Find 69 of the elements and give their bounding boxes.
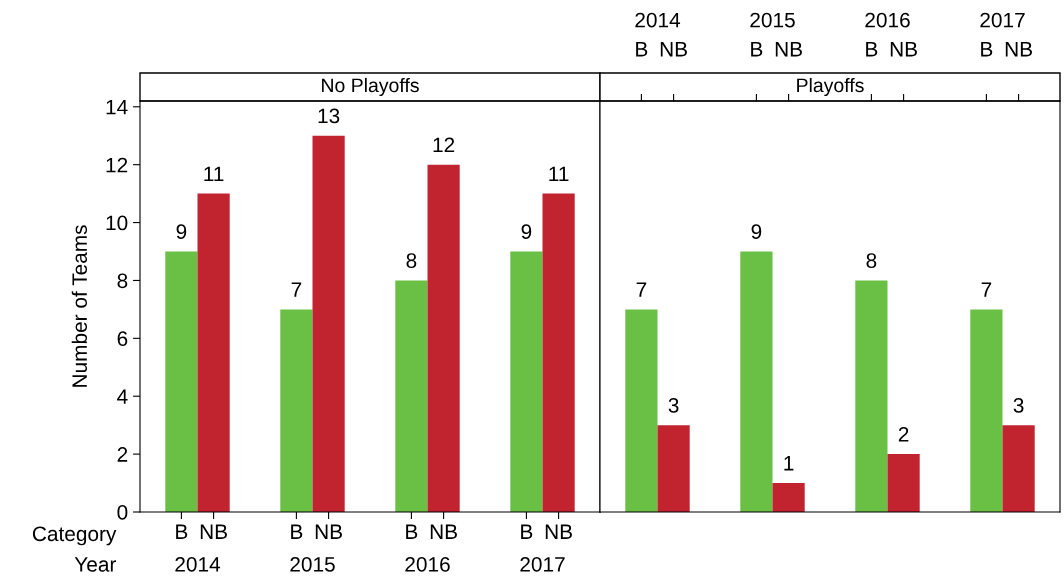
text: Category <box>32 526 117 546</box>
bar <box>427 164 460 512</box>
text: B <box>291 524 303 539</box>
data-label: 1 <box>784 456 794 471</box>
text: Year <box>74 557 117 572</box>
y-tick-label: 6 <box>117 331 128 347</box>
bar <box>280 309 313 512</box>
bar <box>312 135 345 512</box>
chart-title: No Playoffs <box>322 77 419 97</box>
y-tick-label: 10 <box>106 215 128 231</box>
data-label: 7 <box>636 282 647 297</box>
text: NB <box>890 42 917 57</box>
bar <box>165 251 198 512</box>
bar <box>510 251 543 512</box>
text: B <box>866 42 878 57</box>
bar <box>970 309 1003 512</box>
data-label: 13 <box>318 108 340 124</box>
series-label: B <box>176 524 188 539</box>
x-tick-label: 2016 <box>865 12 910 28</box>
y-tick-label: 12 <box>106 157 128 173</box>
data-label: 7 <box>981 282 992 297</box>
x-tick-label: 2014 <box>175 556 221 572</box>
bar <box>657 425 690 512</box>
x-tick-label: 2016 <box>405 556 450 572</box>
text: NB <box>660 42 687 57</box>
text: NB <box>315 524 342 539</box>
data-label: 11 <box>549 166 569 181</box>
text: B <box>981 42 993 57</box>
bar <box>625 309 658 512</box>
data-label: 7 <box>291 282 302 297</box>
chart-title: Playoffs <box>797 77 864 97</box>
text: NB <box>430 524 457 539</box>
x-tick-label: 2014 <box>635 12 681 28</box>
text: B <box>406 524 418 539</box>
bar <box>855 280 888 512</box>
series-label: NB <box>200 524 227 539</box>
bar <box>772 483 805 512</box>
bar <box>1002 425 1035 512</box>
data-label: 3 <box>1013 397 1024 413</box>
data-label: 12 <box>433 137 455 153</box>
data-label: 9 <box>176 224 187 240</box>
y-tick-label: 8 <box>117 273 128 289</box>
x-tick-label: 2015 <box>290 556 335 572</box>
bar <box>887 454 920 512</box>
y-tick-label: 4 <box>117 389 128 404</box>
text: NB <box>775 42 802 57</box>
bar <box>542 193 575 512</box>
y-tick-label: 14 <box>106 100 128 115</box>
bar <box>395 280 428 512</box>
data-label: 8 <box>866 253 877 268</box>
y-tick-label: 0 <box>117 505 128 520</box>
text: NB <box>1005 42 1032 57</box>
x-tick-label: 2017 <box>520 556 565 572</box>
text: B <box>636 42 648 57</box>
data-label: 3 <box>668 397 679 413</box>
data-label: 2 <box>898 426 909 442</box>
text: NB <box>545 524 572 539</box>
data-label: 11 <box>204 166 224 181</box>
y-axis-title: Number of Teams <box>71 225 88 387</box>
data-label: 8 <box>406 253 417 268</box>
text: B <box>521 524 533 539</box>
data-label: 9 <box>751 224 762 240</box>
x-tick-label: 2017 <box>980 12 1025 28</box>
data-label: 9 <box>521 224 532 240</box>
y-tick-label: 2 <box>117 447 128 462</box>
text: B <box>751 42 763 57</box>
bar <box>740 251 773 512</box>
x-tick-label: 2015 <box>750 12 795 28</box>
bar <box>197 193 230 512</box>
